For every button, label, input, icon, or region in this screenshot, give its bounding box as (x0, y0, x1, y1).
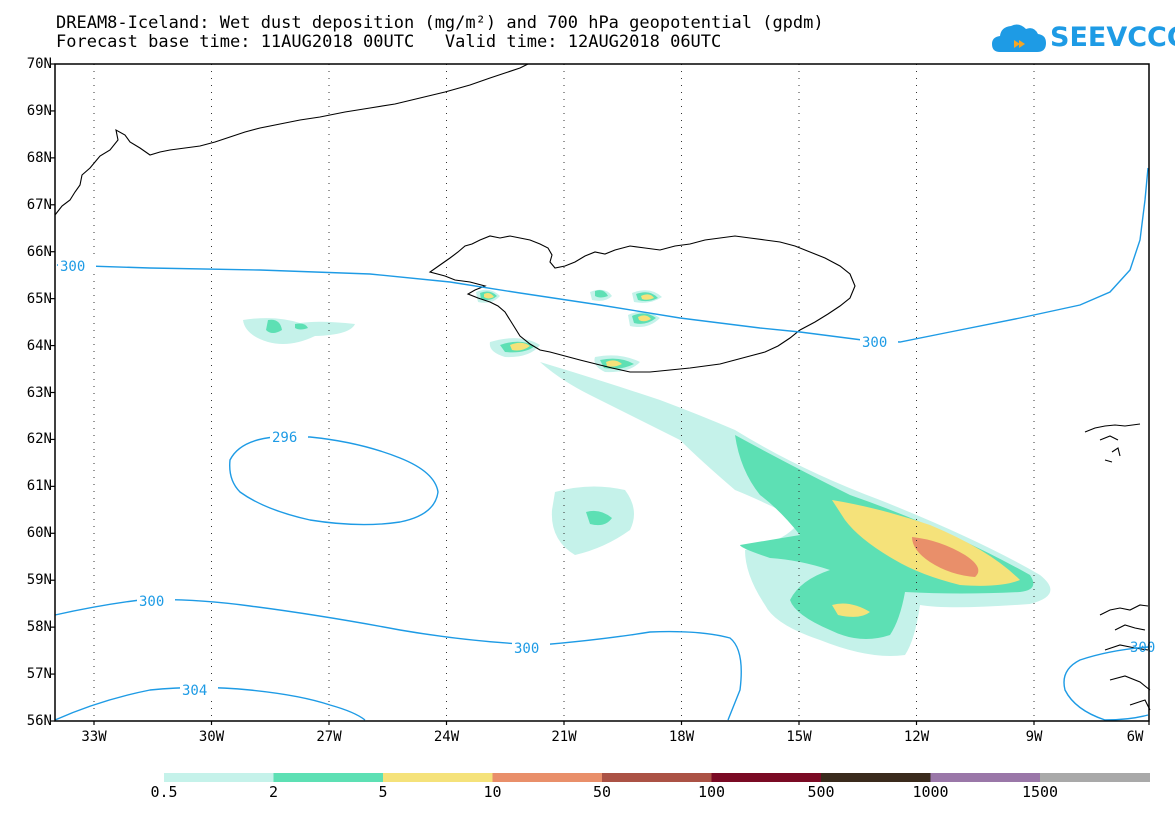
colorbar-label: 500 (807, 783, 835, 801)
latitude-label: 62N (26, 431, 52, 448)
seevccc-logo: SEEVCCC (990, 20, 1175, 56)
latitude-label: 57N (26, 666, 52, 683)
cloud-logo-icon (992, 24, 1046, 52)
latitude-label: 59N (26, 572, 52, 589)
colorbar-label: 100 (697, 783, 726, 801)
colorbar-label: 0.5 (150, 783, 178, 801)
latitude-label: 65N (26, 290, 52, 307)
longitude-label: 15W (786, 729, 812, 745)
axis-ticks (51, 63, 1150, 725)
colorbar-label: 5 (378, 783, 388, 801)
longitude-label: 12W (903, 729, 930, 745)
colorbar-swatch (821, 773, 931, 782)
colorbar-swatch (273, 773, 384, 782)
latitude-label: 61N (26, 478, 52, 495)
longitude-label: 18W (668, 729, 695, 745)
latitude-label: 63N (26, 384, 52, 401)
logo-text: SEEVCCC (1050, 22, 1175, 53)
colorbar-label: 50 (592, 783, 612, 801)
latitude-label: 68N (26, 149, 52, 166)
longitude-label: 9W (1025, 729, 1043, 745)
longitude-label: 30W (198, 729, 225, 745)
contour-label: 300 (139, 594, 164, 610)
colorbar-swatch (602, 773, 712, 782)
latitude-label: 67N (26, 196, 52, 213)
colorbar-label: 10 (483, 783, 502, 801)
longitude-label: 21W (551, 729, 577, 745)
colorbar-label: 1000 (912, 783, 949, 801)
colorbar-swatch (383, 773, 493, 782)
colorbar-swatch (1040, 773, 1150, 782)
latitude-label: 58N (26, 619, 52, 636)
contour-labels: 300 300 296 300 300 304 300 (58, 258, 1155, 699)
colorbar-label: 2 (268, 783, 279, 801)
colorbar-swatch (930, 773, 1041, 782)
colorbar-label: 1500 (1021, 783, 1059, 801)
latitude-label: 60N (26, 525, 52, 542)
contour-label: 300 (60, 259, 85, 275)
dust-deposition-shading (243, 289, 1051, 656)
coastlines (54, 63, 1151, 711)
latitude-label: 70N (26, 56, 52, 72)
latitude-label: 56N (26, 713, 52, 729)
colorbar-swatch (711, 773, 822, 782)
map-title: DREAM8-Iceland: Wet dust deposition (mg/… (56, 13, 824, 33)
longitude-label: 6W (1126, 729, 1144, 745)
longitude-label: 33W (81, 729, 107, 745)
forecast-time-subtitle: Forecast base time: 11AUG2018 00UTC Vali… (56, 32, 722, 52)
longitude-label: 27W (316, 729, 342, 745)
colorbar-swatch (492, 773, 603, 782)
latitude-label: 66N (26, 243, 52, 260)
longitude-label: 24W (433, 729, 460, 745)
contour-label: 304 (182, 683, 207, 699)
colorbar-swatch (164, 773, 274, 782)
latitude-label: 64N (26, 337, 52, 354)
latitude-label: 69N (26, 102, 52, 119)
contour-label: 300 (514, 641, 539, 657)
contour-label: 296 (272, 430, 297, 446)
contour-label: 300 (862, 335, 887, 351)
